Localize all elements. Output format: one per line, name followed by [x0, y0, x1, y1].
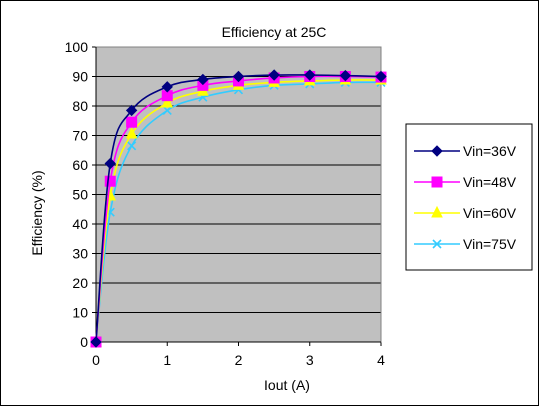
y-tick-label: 100 [65, 39, 89, 55]
legend-marker [432, 239, 442, 249]
x-axis-label: Iout (A) [264, 377, 310, 393]
legend-label: Vin=48V [463, 174, 517, 190]
plot-area: 0 10 20 30 40 50 60 70 80 90 100 0 1 2 3 4 [65, 39, 387, 368]
data-point [125, 126, 138, 139]
legend-label: Vin=36V [463, 143, 517, 159]
data-point [162, 105, 172, 115]
data-point-stroke [127, 141, 137, 151]
legend-marker [431, 205, 443, 218]
data-point [268, 69, 280, 81]
y-axis-label: Efficiency (%) [29, 170, 45, 255]
data-point-stroke [162, 105, 172, 115]
data-point [232, 70, 245, 83]
legend-label: Vin=75V [463, 236, 517, 252]
y-tick-label: 40 [72, 216, 88, 232]
data-point [161, 81, 173, 93]
data-point [104, 157, 116, 170]
data-point [126, 116, 138, 128]
legend-label: Vin=60V [463, 205, 517, 221]
data-point [304, 69, 316, 81]
x-tick-label: 3 [306, 352, 314, 368]
y-tick-label: 70 [72, 128, 88, 144]
data-point [90, 336, 102, 348]
series-line [95, 81, 382, 343]
x-tick-label: 1 [163, 352, 171, 368]
legend: Vin=36V Vin=48V Vin=60V Vin=75V [405, 123, 533, 271]
y-tick-label: 60 [72, 157, 88, 173]
data-point [375, 70, 387, 83]
x-tick-label: 4 [377, 352, 385, 368]
y-tick-label: 80 [72, 98, 88, 114]
data-point [197, 73, 209, 86]
data-point [125, 104, 138, 117]
y-tick-label: 0 [80, 334, 88, 350]
x-tick-label: 0 [92, 352, 100, 368]
data-point [127, 141, 137, 151]
legend-marker-stroke [432, 239, 442, 249]
data-point [339, 69, 352, 82]
legend-marker [431, 176, 443, 188]
chart-title: Efficiency at 25C [222, 24, 327, 40]
y-tick-label: 20 [72, 275, 88, 291]
data-point [161, 95, 174, 108]
legend-box [405, 123, 533, 271]
y-tick-label: 90 [72, 69, 88, 85]
y-tick-label: 30 [72, 246, 88, 262]
data-point [104, 175, 116, 187]
legend-marker [431, 145, 443, 157]
series-Vin=36V [90, 69, 387, 348]
y-tick-label: 10 [72, 305, 88, 321]
x-tick-label: 2 [235, 352, 243, 368]
y-tick-label: 50 [72, 187, 88, 203]
